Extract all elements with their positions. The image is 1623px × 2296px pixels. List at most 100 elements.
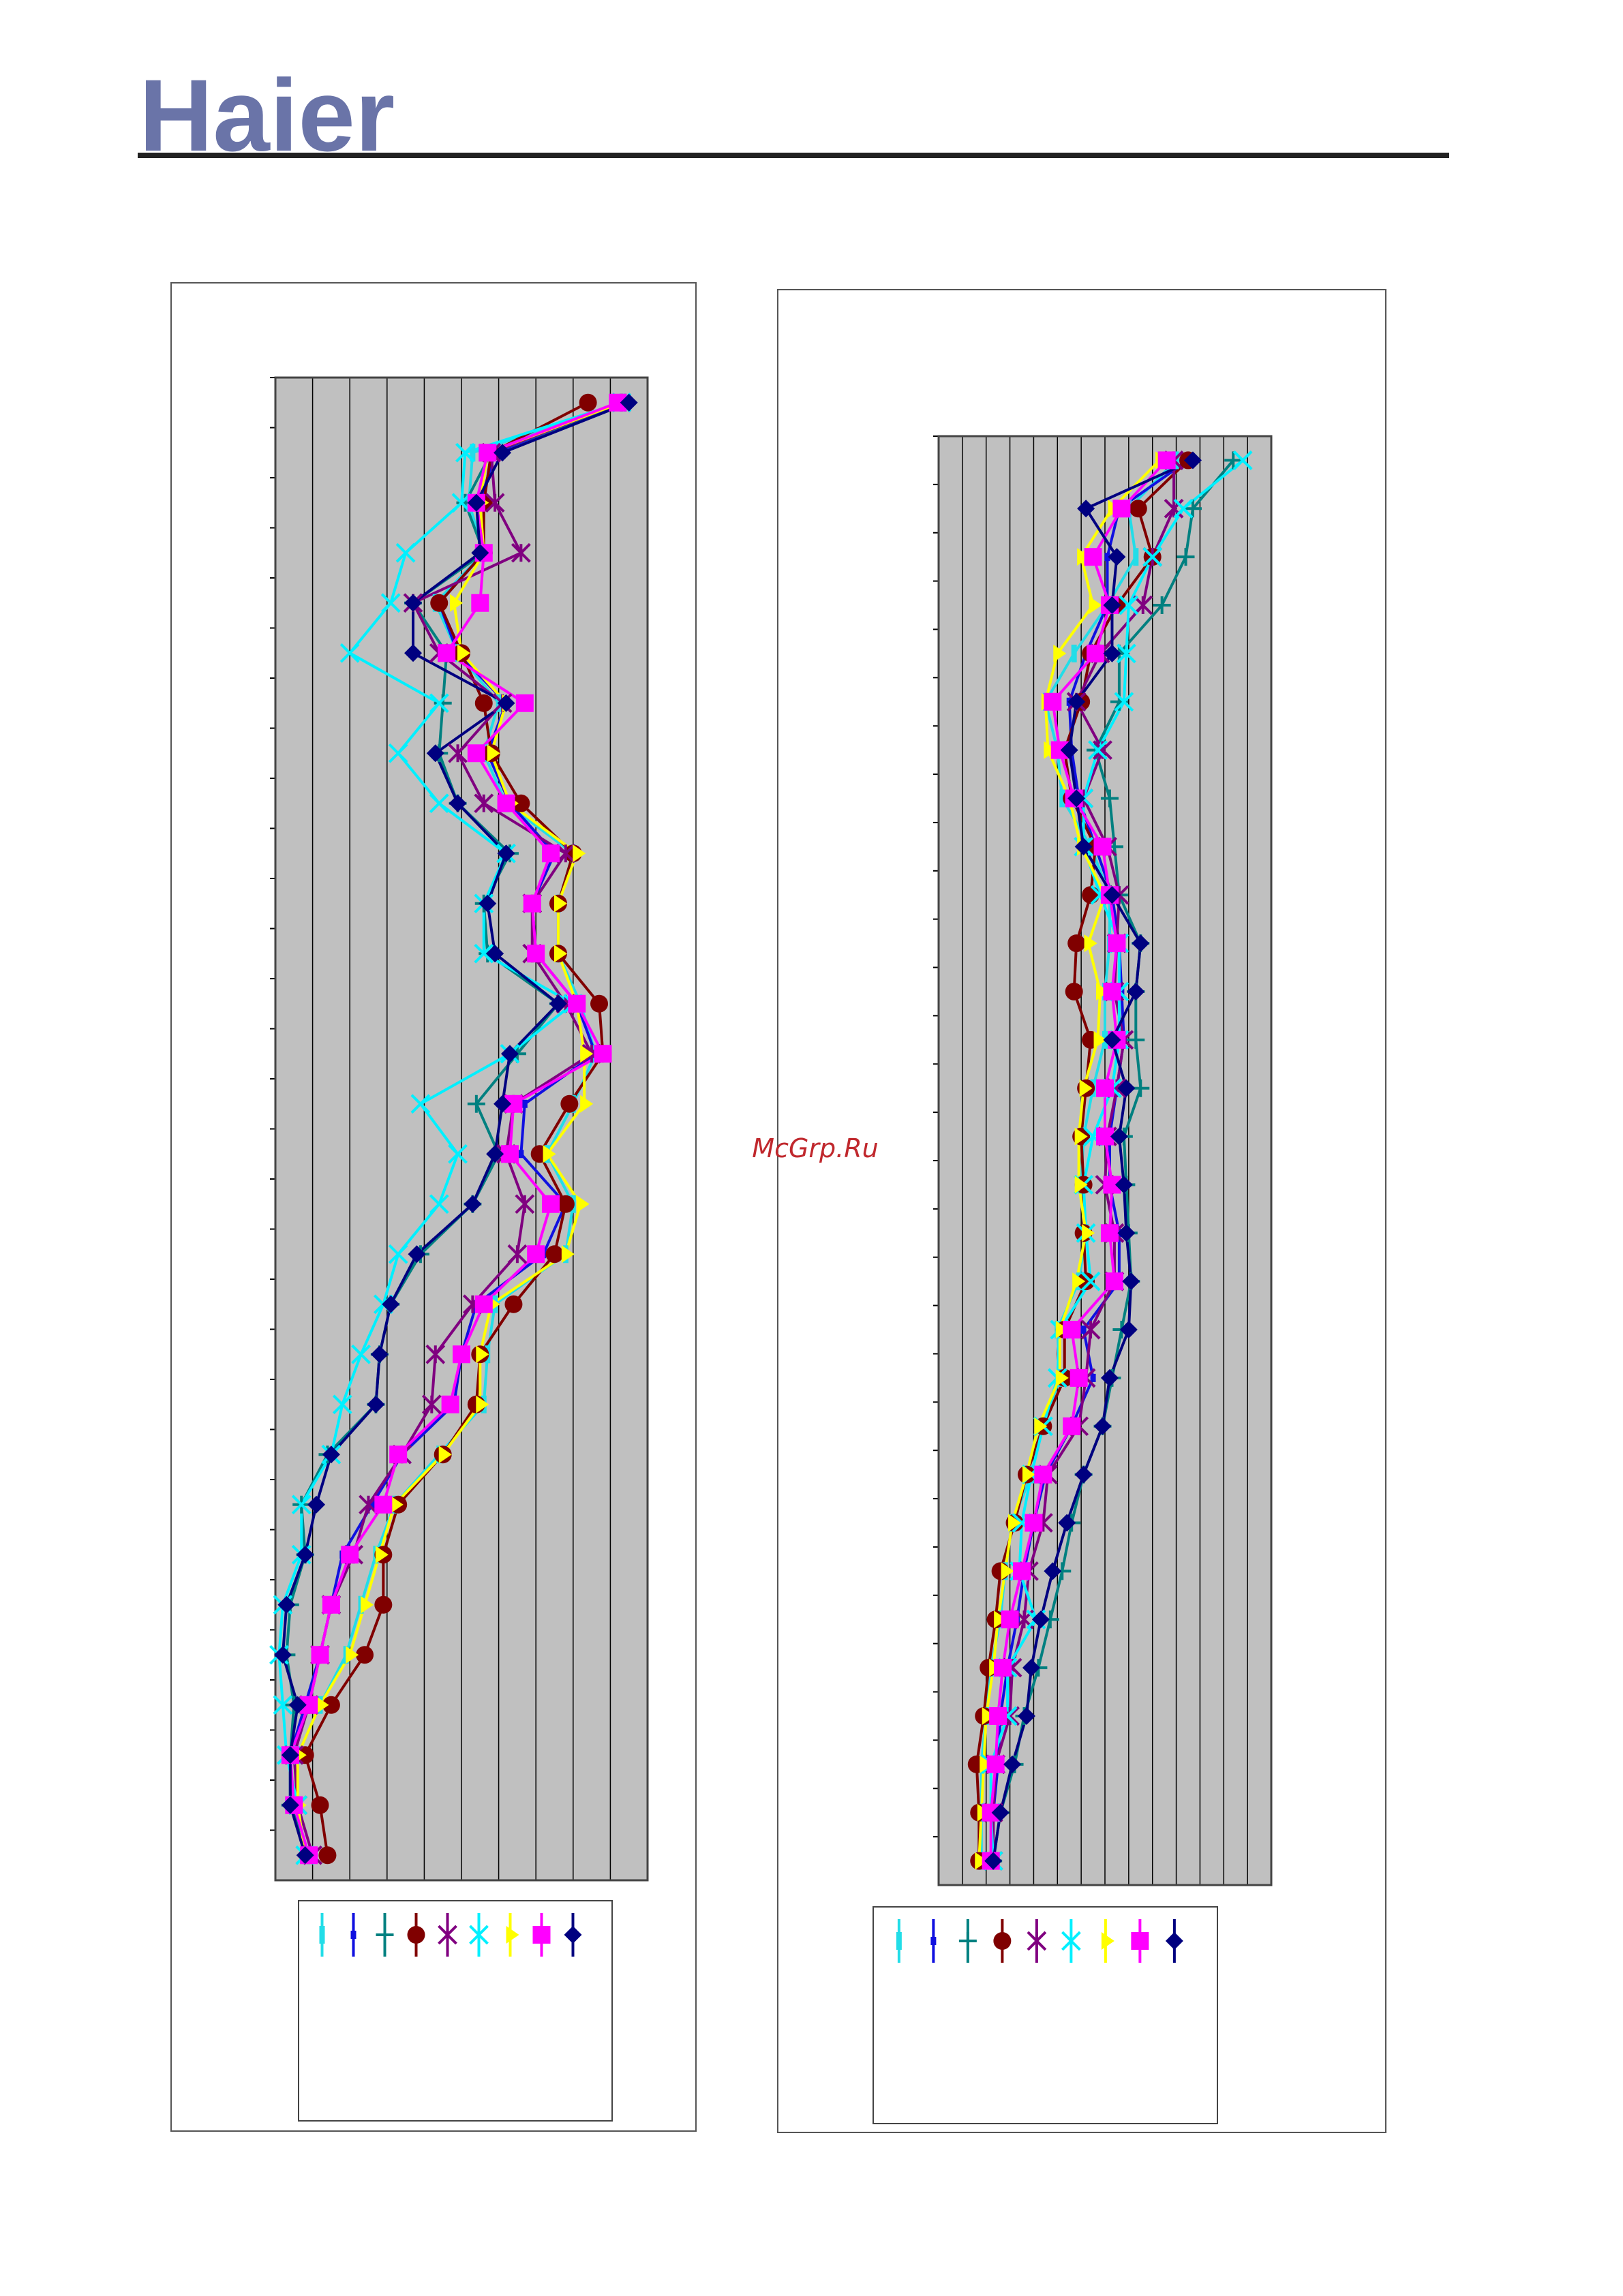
- marker-part: [1096, 1079, 1114, 1097]
- marker: [421, 1394, 442, 1415]
- marker: [1022, 1659, 1040, 1677]
- marker-part: [1110, 1127, 1128, 1146]
- marker: [1089, 596, 1102, 615]
- marker: [441, 1395, 459, 1413]
- marker-part: [273, 1695, 293, 1715]
- marker: [339, 643, 360, 663]
- marker: [580, 1095, 594, 1113]
- marker-part: [896, 1932, 902, 1950]
- marker-part: [457, 644, 470, 662]
- marker: [374, 1495, 393, 1514]
- marker: [474, 1295, 493, 1313]
- marker-part: [421, 1394, 442, 1415]
- marker: [273, 1695, 293, 1715]
- marker-part: [1065, 982, 1083, 1000]
- marker: [388, 1244, 408, 1264]
- marker-part: [511, 542, 531, 563]
- marker-part: [467, 1095, 485, 1113]
- marker: [1058, 1514, 1076, 1532]
- marker: [1031, 1610, 1050, 1629]
- marker: [553, 945, 567, 963]
- marker: [975, 1852, 988, 1870]
- marker: [1103, 982, 1121, 1000]
- marker-part: [464, 1195, 482, 1213]
- marker: [281, 1796, 299, 1814]
- marker: [485, 493, 505, 513]
- marker: [1103, 596, 1121, 615]
- marker: [994, 1610, 1007, 1629]
- marker-part: [1079, 1079, 1093, 1097]
- marker-part: [1131, 1932, 1149, 1950]
- marker: [590, 994, 609, 1013]
- marker-part: [487, 744, 500, 763]
- legend-marker: [1131, 1932, 1149, 1950]
- marker-part: [500, 1045, 519, 1063]
- marker: [1022, 1465, 1035, 1484]
- marker-part: [471, 594, 489, 612]
- marker-part: [1103, 644, 1121, 662]
- marker-part: [1164, 498, 1184, 519]
- marker-part: [476, 1345, 489, 1364]
- marker: [1088, 740, 1108, 761]
- marker-part: [1183, 500, 1202, 518]
- marker-part: [1105, 1272, 1123, 1291]
- marker-part: [594, 1045, 612, 1063]
- marker-part: [568, 994, 586, 1013]
- marker: [1065, 982, 1083, 1000]
- marker: [341, 1546, 359, 1564]
- marker: [1177, 548, 1195, 566]
- marker: [1008, 1514, 1022, 1532]
- marker-part: [1074, 1465, 1093, 1484]
- marker: [1129, 500, 1147, 518]
- marker-part: [1044, 741, 1057, 759]
- marker: [494, 1095, 512, 1113]
- marker: [1103, 886, 1121, 904]
- marker-part: [311, 1646, 329, 1664]
- marker: [395, 542, 416, 563]
- marker: [311, 1796, 329, 1814]
- marker-part: [430, 594, 449, 612]
- marker: [346, 1646, 359, 1664]
- marker-part: [1103, 596, 1121, 615]
- marker-part: [429, 693, 449, 714]
- marker: [527, 1245, 545, 1264]
- marker-part: [471, 544, 489, 562]
- marker: [351, 1344, 371, 1364]
- marker: [1157, 451, 1176, 470]
- marker: [984, 1852, 1003, 1870]
- marker: [471, 544, 489, 562]
- marker-part: [374, 1595, 393, 1614]
- marker: [980, 1755, 993, 1773]
- marker-part: [1108, 548, 1126, 566]
- marker-part: [307, 1495, 326, 1514]
- marker: [476, 1395, 489, 1413]
- marker-part: [542, 844, 560, 863]
- marker-part: [1053, 644, 1067, 662]
- marker: [1096, 1079, 1114, 1097]
- marker-part: [523, 894, 541, 913]
- legend-marker: [993, 1932, 1012, 1950]
- marker: [367, 1395, 385, 1413]
- marker-part: [429, 793, 449, 814]
- marker-part: [500, 1145, 519, 1163]
- marker-part: [1122, 1272, 1140, 1291]
- marker-part: [521, 1099, 528, 1108]
- marker: [1074, 1465, 1093, 1484]
- marker: [549, 994, 567, 1013]
- marker: [620, 393, 638, 412]
- marker-part: [448, 1144, 468, 1164]
- marker-part: [467, 744, 485, 763]
- marker: [1070, 1368, 1088, 1387]
- marker: [404, 594, 423, 612]
- marker: [1093, 838, 1112, 856]
- marker-part: [1224, 451, 1243, 470]
- marker-part: [1093, 838, 1112, 856]
- marker: [515, 1194, 535, 1214]
- marker-part: [1183, 451, 1202, 470]
- marker: [1090, 1373, 1096, 1382]
- marker: [1077, 500, 1095, 518]
- marker: [497, 794, 515, 812]
- marker-part: [1093, 1417, 1112, 1435]
- marker-part: [1080, 1326, 1087, 1334]
- plot-border: [274, 376, 649, 1882]
